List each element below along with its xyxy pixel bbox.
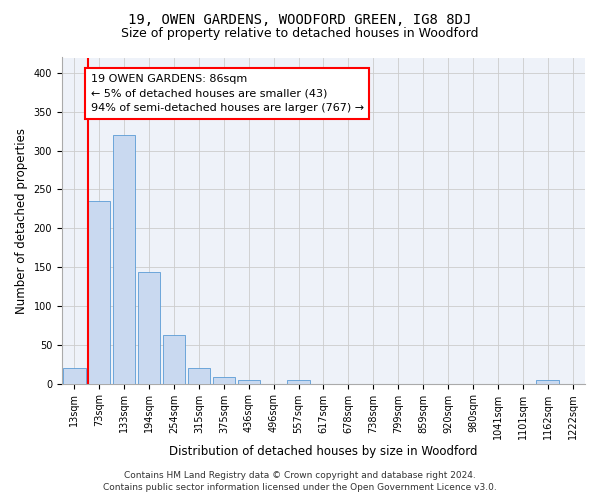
- Text: 19, OWEN GARDENS, WOODFORD GREEN, IG8 8DJ: 19, OWEN GARDENS, WOODFORD GREEN, IG8 8D…: [128, 12, 472, 26]
- Text: Contains HM Land Registry data © Crown copyright and database right 2024.
Contai: Contains HM Land Registry data © Crown c…: [103, 471, 497, 492]
- Bar: [238, 380, 260, 384]
- Bar: [163, 334, 185, 384]
- Y-axis label: Number of detached properties: Number of detached properties: [15, 128, 28, 314]
- Text: Size of property relative to detached houses in Woodford: Size of property relative to detached ho…: [121, 28, 479, 40]
- Bar: [138, 272, 160, 384]
- Bar: [212, 378, 235, 384]
- Bar: [88, 201, 110, 384]
- X-axis label: Distribution of detached houses by size in Woodford: Distribution of detached houses by size …: [169, 444, 478, 458]
- Bar: [63, 368, 86, 384]
- Bar: [287, 380, 310, 384]
- Text: 19 OWEN GARDENS: 86sqm
← 5% of detached houses are smaller (43)
94% of semi-deta: 19 OWEN GARDENS: 86sqm ← 5% of detached …: [91, 74, 364, 114]
- Bar: [188, 368, 210, 384]
- Bar: [536, 380, 559, 384]
- Bar: [113, 135, 136, 384]
